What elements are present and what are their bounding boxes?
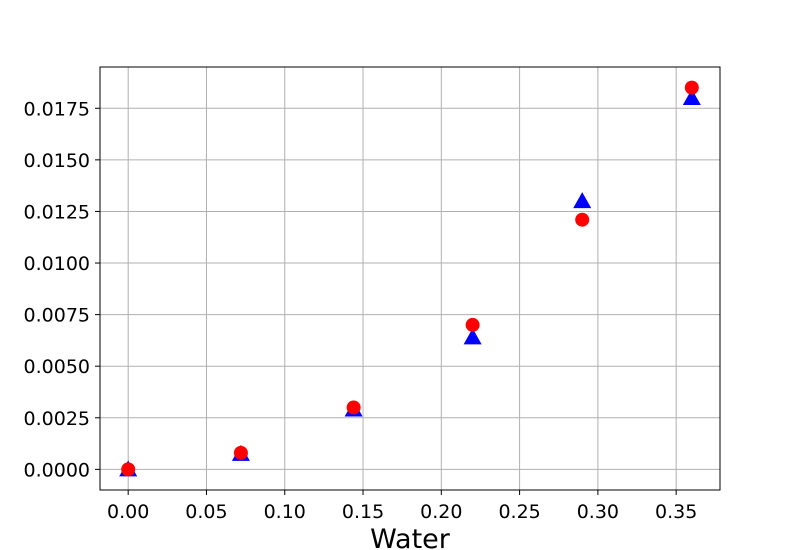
x-tick-label: 0.00 bbox=[107, 501, 149, 523]
x-tick-label: 0.20 bbox=[420, 501, 462, 523]
y-tick-label: 0.0075 bbox=[24, 305, 90, 327]
circle-data-point bbox=[233, 445, 248, 460]
x-tick-label: 0.15 bbox=[342, 501, 384, 523]
circle-data-point bbox=[575, 212, 590, 227]
circle-data-point bbox=[684, 80, 699, 95]
x-tick-label: 0.05 bbox=[185, 501, 227, 523]
x-tick-label: 0.25 bbox=[498, 501, 540, 523]
circle-data-point bbox=[346, 400, 361, 415]
circle-data-point bbox=[465, 317, 480, 332]
y-tick-label: 0.0050 bbox=[24, 356, 90, 378]
x-tick-label: 0.30 bbox=[577, 501, 619, 523]
plot-frame bbox=[99, 66, 721, 491]
x-axis-label: Water bbox=[370, 524, 451, 550]
x-axis-ticks: 0.00 0.05 0.10 0.15 0.20 0.25 0.30 0.35 bbox=[107, 490, 697, 523]
triangle-data-point bbox=[463, 328, 482, 345]
x-tick-label: 0.35 bbox=[655, 501, 697, 523]
y-tick-label: 0.0100 bbox=[24, 253, 90, 275]
y-tick-label: 0.0175 bbox=[24, 98, 90, 120]
circle-data-point bbox=[121, 462, 136, 477]
y-tick-label: 0.0025 bbox=[24, 408, 90, 430]
y-tick-label: 0.0125 bbox=[24, 201, 90, 223]
triangle-data-point bbox=[573, 192, 592, 209]
y-tick-label: 0.0000 bbox=[24, 459, 90, 481]
x-tick-label: 0.10 bbox=[264, 501, 306, 523]
grid-lines bbox=[100, 67, 720, 490]
y-tick-label: 0.0150 bbox=[24, 150, 90, 172]
triangle-data-point bbox=[682, 88, 701, 105]
y-axis-ticks: 0.0000 0.0025 0.0050 0.0075 0.0100 0.0125 0.01… bbox=[24, 98, 100, 481]
data-points bbox=[119, 80, 701, 477]
